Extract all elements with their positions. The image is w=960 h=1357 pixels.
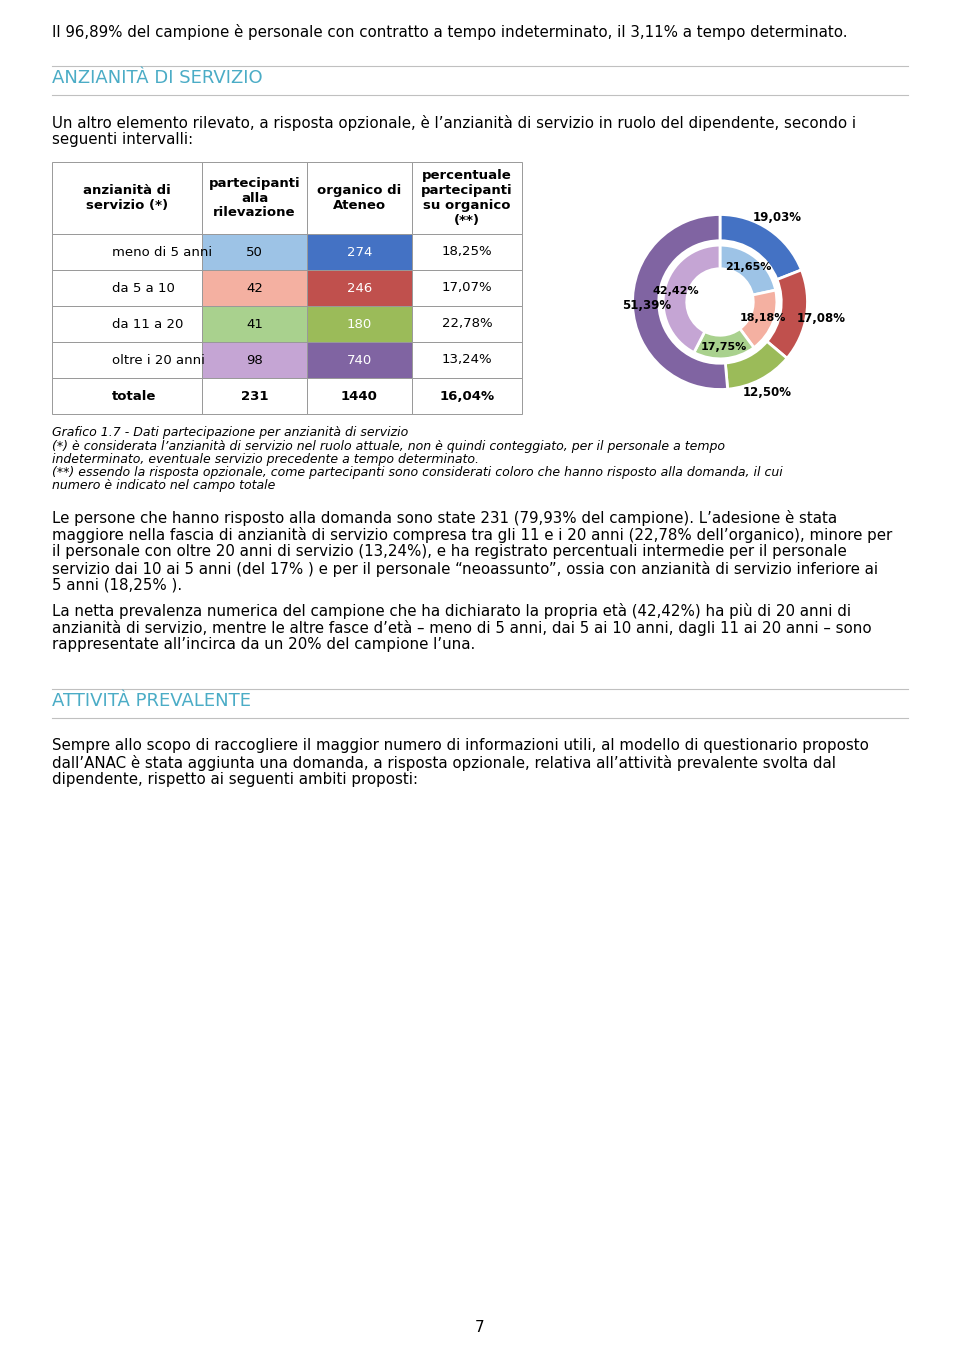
Wedge shape — [726, 342, 787, 389]
Text: 740: 740 — [347, 354, 372, 366]
Bar — [52, 161, 202, 233]
Text: rappresentate all’incirca da un 20% del campione l’una.: rappresentate all’incirca da un 20% del … — [52, 636, 475, 651]
Wedge shape — [663, 246, 720, 353]
Text: 17,75%: 17,75% — [701, 342, 747, 353]
Text: numero è indicato nel campo totale: numero è indicato nel campo totale — [52, 479, 276, 493]
Bar — [202, 161, 307, 233]
Text: 22,78%: 22,78% — [442, 318, 492, 331]
Text: totale: totale — [112, 389, 156, 403]
Text: 18,18%: 18,18% — [739, 313, 786, 323]
Text: Il 96,89% del campione è personale con contratto a tempo indeterminato, il 3,11%: Il 96,89% del campione è personale con c… — [52, 24, 848, 39]
Bar — [52, 342, 202, 379]
Text: anzianità di
servizio (*): anzianità di servizio (*) — [84, 185, 171, 212]
Text: oltre i 20 anni: oltre i 20 anni — [112, 354, 204, 366]
Bar — [307, 342, 412, 379]
Text: 274: 274 — [347, 246, 372, 258]
Bar — [307, 270, 412, 305]
Text: 246: 246 — [347, 281, 372, 294]
Bar — [52, 379, 202, 414]
Bar — [202, 305, 307, 342]
Bar — [412, 233, 522, 270]
Wedge shape — [633, 214, 728, 389]
Text: La netta prevalenza numerica del campione che ha dichiarato la propria età (42,4: La netta prevalenza numerica del campion… — [52, 603, 852, 619]
Text: 1440: 1440 — [341, 389, 378, 403]
Bar — [202, 379, 307, 414]
Text: 18,25%: 18,25% — [442, 246, 492, 258]
Text: (**) essendo la risposta opzionale, come partecipanti sono considerati coloro ch: (**) essendo la risposta opzionale, come… — [52, 465, 782, 479]
Text: 5 anni (18,25% ).: 5 anni (18,25% ). — [52, 578, 182, 593]
Bar — [52, 233, 202, 270]
Wedge shape — [767, 270, 807, 358]
Bar — [307, 305, 412, 342]
Text: 231: 231 — [241, 389, 268, 403]
Text: ANZIANITÀ DI SERVIZIO: ANZIANITÀ DI SERVIZIO — [52, 69, 263, 87]
Bar — [412, 379, 522, 414]
Text: 42: 42 — [246, 281, 263, 294]
Text: indeterminato, eventuale servizio precedente a tempo determinato.: indeterminato, eventuale servizio preced… — [52, 453, 479, 465]
Text: ATTIVITÀ PREVALENTE: ATTIVITÀ PREVALENTE — [52, 692, 251, 710]
Text: 19,03%: 19,03% — [753, 210, 803, 224]
Text: (*) è considerata l’anzianità di servizio nel ruolo attuale, non è quindi conteg: (*) è considerata l’anzianità di servizi… — [52, 440, 725, 453]
Wedge shape — [694, 328, 754, 358]
Text: percentuale
partecipanti
su organico
(**): percentuale partecipanti su organico (**… — [421, 170, 513, 227]
Bar — [307, 379, 412, 414]
Bar — [412, 305, 522, 342]
Text: 50: 50 — [246, 246, 263, 258]
Bar — [412, 161, 522, 233]
Text: maggiore nella fascia di anzianità di servizio compresa tra gli 11 e i 20 anni (: maggiore nella fascia di anzianità di se… — [52, 527, 892, 543]
Text: 12,50%: 12,50% — [743, 387, 792, 399]
Text: 21,65%: 21,65% — [726, 262, 772, 271]
Bar — [52, 305, 202, 342]
Text: meno di 5 anni: meno di 5 anni — [112, 246, 212, 258]
Text: Le persone che hanno risposto alla domanda sono state 231 (79,93% del campione).: Le persone che hanno risposto alla doman… — [52, 510, 837, 527]
Wedge shape — [720, 214, 802, 280]
Text: Un altro elemento rilevato, a risposta opzionale, è l’anzianità di servizio in r: Un altro elemento rilevato, a risposta o… — [52, 115, 856, 132]
Bar — [412, 270, 522, 305]
Text: servizio dai 10 ai 5 anni (del 17% ) e per il personale “neoassunto”, ossia con : servizio dai 10 ai 5 anni (del 17% ) e p… — [52, 560, 878, 577]
Text: organico di
Ateneo: organico di Ateneo — [318, 185, 401, 212]
Text: dipendente, rispetto ai seguenti ambiti proposti:: dipendente, rispetto ai seguenti ambiti … — [52, 772, 418, 787]
Text: 180: 180 — [347, 318, 372, 331]
Text: 98: 98 — [246, 354, 263, 366]
Bar — [307, 233, 412, 270]
Wedge shape — [720, 246, 776, 294]
Text: 51,39%: 51,39% — [622, 299, 671, 312]
Text: Sempre allo scopo di raccogliere il maggior numero di informazioni utili, al mod: Sempre allo scopo di raccogliere il magg… — [52, 738, 869, 753]
Text: anzianità di servizio, mentre le altre fasce d’età – meno di 5 anni, dai 5 ai 10: anzianità di servizio, mentre le altre f… — [52, 620, 872, 636]
Text: 42,42%: 42,42% — [653, 286, 699, 296]
Text: da 5 a 10: da 5 a 10 — [112, 281, 175, 294]
Text: 17,07%: 17,07% — [442, 281, 492, 294]
Text: seguenti intervalli:: seguenti intervalli: — [52, 132, 193, 147]
Wedge shape — [740, 290, 777, 347]
Text: il personale con oltre 20 anni di servizio (13,24%), e ha registrato percentuali: il personale con oltre 20 anni di serviz… — [52, 544, 847, 559]
Text: Grafico 1.7 - Dati partecipazione per anzianità di servizio: Grafico 1.7 - Dati partecipazione per an… — [52, 426, 408, 440]
Text: partecipanti
alla
rilevazione: partecipanti alla rilevazione — [208, 176, 300, 220]
Text: da 11 a 20: da 11 a 20 — [112, 318, 183, 331]
Text: 7: 7 — [475, 1320, 485, 1335]
Text: 41: 41 — [246, 318, 263, 331]
Bar — [202, 270, 307, 305]
Bar — [202, 233, 307, 270]
Bar — [52, 270, 202, 305]
Bar — [307, 161, 412, 233]
Text: 17,08%: 17,08% — [797, 312, 846, 324]
Text: 16,04%: 16,04% — [440, 389, 494, 403]
Bar — [202, 342, 307, 379]
Bar — [412, 342, 522, 379]
Text: dall’ANAC è stata aggiunta una domanda, a risposta opzionale, relativa all’attiv: dall’ANAC è stata aggiunta una domanda, … — [52, 754, 836, 771]
Text: 13,24%: 13,24% — [442, 354, 492, 366]
